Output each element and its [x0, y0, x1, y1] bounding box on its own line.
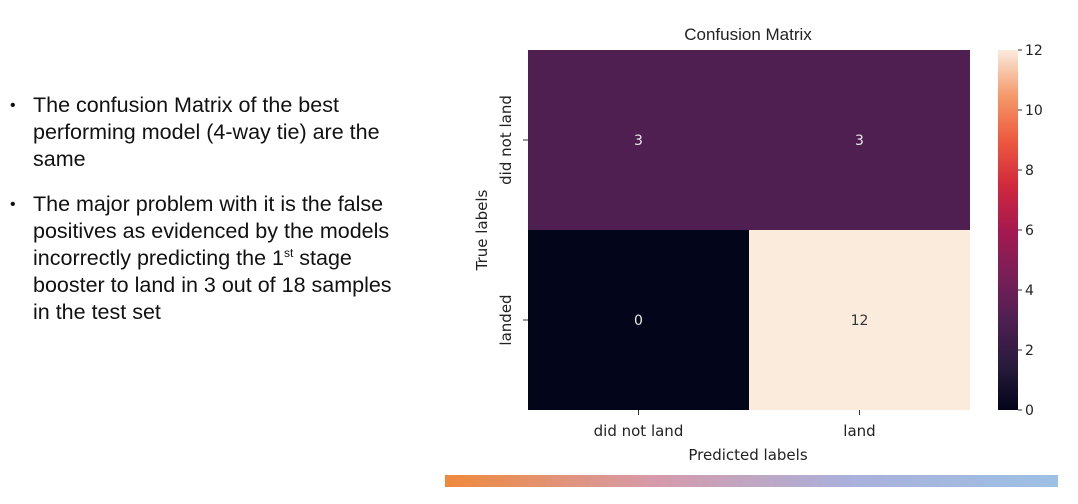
colorbar-tick-label: 4 — [1025, 283, 1034, 299]
cell-value-label: 0 — [634, 313, 643, 329]
bullet-text: The major problem with it is the false p… — [33, 191, 410, 326]
bullet-list: • The confusion Matrix of the best perfo… — [10, 92, 410, 344]
colorbar-tick-label: 0 — [1025, 403, 1034, 419]
ordinal-suffix: st — [283, 245, 294, 260]
heatmap-cell — [749, 230, 970, 410]
bullet-text: The confusion Matrix of the best perform… — [33, 93, 380, 171]
bullet-item: • The confusion Matrix of the best perfo… — [10, 92, 410, 173]
chart-title: Confusion Matrix — [684, 25, 812, 44]
heatmap-cell — [528, 230, 749, 410]
y-tick-label: did not land — [497, 95, 515, 185]
colorbar-tick-label: 10 — [1025, 103, 1043, 119]
heatmap-cell — [749, 50, 970, 230]
colorbar-tick-label: 8 — [1025, 163, 1034, 179]
cell-value-label: 12 — [851, 313, 869, 329]
cell-value-label: 3 — [634, 133, 643, 149]
colorbar-tick-label: 12 — [1025, 43, 1043, 59]
bullet-icon: • — [10, 97, 16, 114]
bullet-item: • The major problem with it is the false… — [10, 191, 410, 326]
y-tick-label: landed — [497, 294, 515, 345]
colorbar-tick-label: 2 — [1025, 343, 1034, 359]
decorative-gradient-bar — [445, 475, 1058, 487]
x-tick-label: did not land — [594, 422, 684, 440]
cell-value-label: 3 — [855, 133, 864, 149]
heatmap-cell — [528, 50, 749, 230]
colorbar — [998, 50, 1018, 410]
x-tick-label: land — [843, 422, 875, 440]
bullet-icon: • — [10, 196, 16, 213]
colorbar-tick-label: 6 — [1025, 223, 1034, 239]
y-axis-label: True labels — [473, 189, 491, 271]
x-axis-label: Predicted labels — [688, 446, 807, 464]
bullet-text-part: The major problem with it is the false p… — [33, 192, 390, 270]
bullet-text-part: stage booster to land in 3 out of 18 sam… — [33, 246, 392, 324]
